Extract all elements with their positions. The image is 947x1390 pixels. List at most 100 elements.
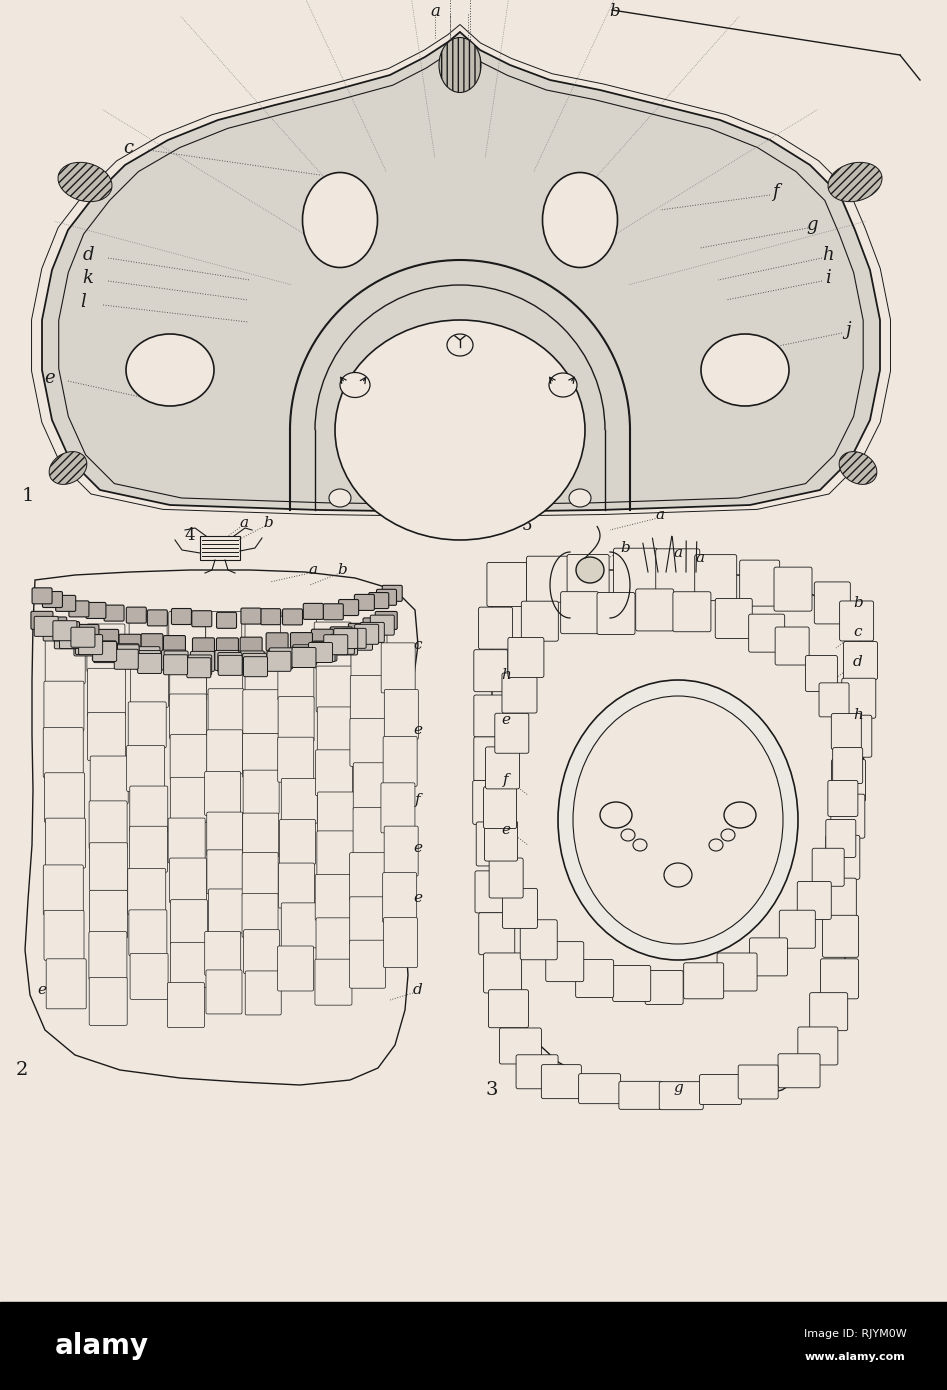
Ellipse shape [724, 802, 756, 828]
Text: e: e [414, 891, 422, 905]
FancyBboxPatch shape [77, 624, 98, 642]
FancyBboxPatch shape [170, 655, 206, 701]
FancyBboxPatch shape [475, 872, 509, 913]
FancyBboxPatch shape [667, 735, 690, 758]
FancyBboxPatch shape [317, 831, 354, 877]
FancyBboxPatch shape [331, 627, 352, 645]
Text: f: f [503, 773, 509, 787]
Text: a: a [673, 546, 683, 560]
Text: e: e [45, 368, 55, 386]
FancyBboxPatch shape [137, 653, 162, 674]
FancyBboxPatch shape [115, 645, 139, 664]
FancyBboxPatch shape [375, 612, 397, 630]
FancyBboxPatch shape [384, 826, 419, 876]
FancyBboxPatch shape [620, 791, 642, 810]
FancyBboxPatch shape [474, 695, 508, 737]
FancyBboxPatch shape [280, 616, 316, 662]
FancyBboxPatch shape [269, 648, 294, 667]
FancyBboxPatch shape [76, 634, 99, 655]
FancyBboxPatch shape [613, 966, 651, 1002]
FancyBboxPatch shape [245, 652, 281, 696]
FancyBboxPatch shape [774, 567, 812, 612]
FancyBboxPatch shape [31, 612, 53, 630]
Text: d: d [853, 655, 863, 669]
FancyBboxPatch shape [278, 863, 314, 908]
FancyBboxPatch shape [45, 617, 67, 635]
FancyBboxPatch shape [242, 689, 278, 734]
FancyBboxPatch shape [384, 689, 419, 739]
FancyBboxPatch shape [832, 748, 863, 784]
FancyBboxPatch shape [844, 642, 878, 680]
Ellipse shape [569, 489, 591, 507]
FancyBboxPatch shape [720, 752, 743, 774]
FancyBboxPatch shape [490, 858, 523, 898]
Text: a: a [430, 4, 440, 21]
FancyBboxPatch shape [97, 630, 118, 648]
Ellipse shape [709, 840, 723, 851]
FancyBboxPatch shape [333, 635, 358, 655]
FancyBboxPatch shape [243, 930, 279, 973]
FancyBboxPatch shape [187, 657, 211, 678]
Ellipse shape [543, 172, 617, 267]
Bar [200, 537, 240, 560]
Ellipse shape [839, 452, 877, 484]
Text: www.alamy.com: www.alamy.com [805, 1352, 905, 1362]
FancyBboxPatch shape [324, 635, 348, 655]
FancyBboxPatch shape [348, 630, 372, 651]
Text: c: c [123, 139, 134, 157]
Text: e: e [38, 983, 46, 997]
Polygon shape [490, 570, 868, 1099]
Ellipse shape [558, 680, 798, 960]
FancyBboxPatch shape [664, 888, 688, 909]
FancyBboxPatch shape [277, 737, 313, 783]
FancyBboxPatch shape [277, 947, 313, 991]
FancyBboxPatch shape [278, 696, 314, 742]
FancyBboxPatch shape [44, 865, 83, 915]
FancyBboxPatch shape [164, 651, 188, 671]
FancyBboxPatch shape [331, 634, 354, 655]
FancyBboxPatch shape [317, 708, 354, 753]
FancyBboxPatch shape [206, 812, 242, 856]
FancyBboxPatch shape [339, 599, 359, 616]
Text: c: c [854, 626, 863, 639]
FancyBboxPatch shape [695, 555, 737, 600]
FancyBboxPatch shape [342, 628, 366, 648]
FancyBboxPatch shape [281, 904, 317, 948]
Text: 5: 5 [522, 517, 532, 534]
FancyBboxPatch shape [722, 815, 743, 834]
FancyBboxPatch shape [34, 616, 58, 637]
Text: h: h [853, 708, 863, 721]
Text: i: i [825, 270, 831, 286]
FancyBboxPatch shape [614, 548, 657, 596]
FancyBboxPatch shape [115, 644, 139, 664]
FancyBboxPatch shape [242, 734, 278, 777]
FancyBboxPatch shape [32, 588, 52, 603]
FancyBboxPatch shape [823, 915, 859, 958]
FancyBboxPatch shape [53, 621, 77, 641]
FancyBboxPatch shape [695, 851, 717, 870]
FancyBboxPatch shape [353, 808, 389, 856]
FancyBboxPatch shape [281, 778, 317, 823]
Ellipse shape [335, 320, 585, 539]
FancyBboxPatch shape [137, 651, 161, 670]
FancyBboxPatch shape [826, 820, 856, 858]
FancyBboxPatch shape [499, 1029, 542, 1063]
FancyBboxPatch shape [241, 637, 262, 655]
Text: j: j [845, 321, 850, 339]
FancyBboxPatch shape [636, 767, 658, 788]
FancyBboxPatch shape [370, 616, 394, 635]
FancyBboxPatch shape [360, 623, 384, 642]
FancyBboxPatch shape [637, 880, 661, 902]
FancyBboxPatch shape [169, 612, 205, 656]
Text: h: h [501, 669, 511, 682]
FancyBboxPatch shape [831, 713, 862, 749]
FancyBboxPatch shape [115, 649, 138, 669]
FancyBboxPatch shape [241, 651, 264, 671]
FancyBboxPatch shape [170, 942, 207, 987]
Text: f: f [772, 183, 778, 202]
FancyBboxPatch shape [170, 734, 207, 780]
FancyBboxPatch shape [44, 681, 84, 731]
FancyBboxPatch shape [779, 910, 815, 948]
FancyBboxPatch shape [715, 599, 752, 638]
FancyBboxPatch shape [291, 632, 313, 651]
